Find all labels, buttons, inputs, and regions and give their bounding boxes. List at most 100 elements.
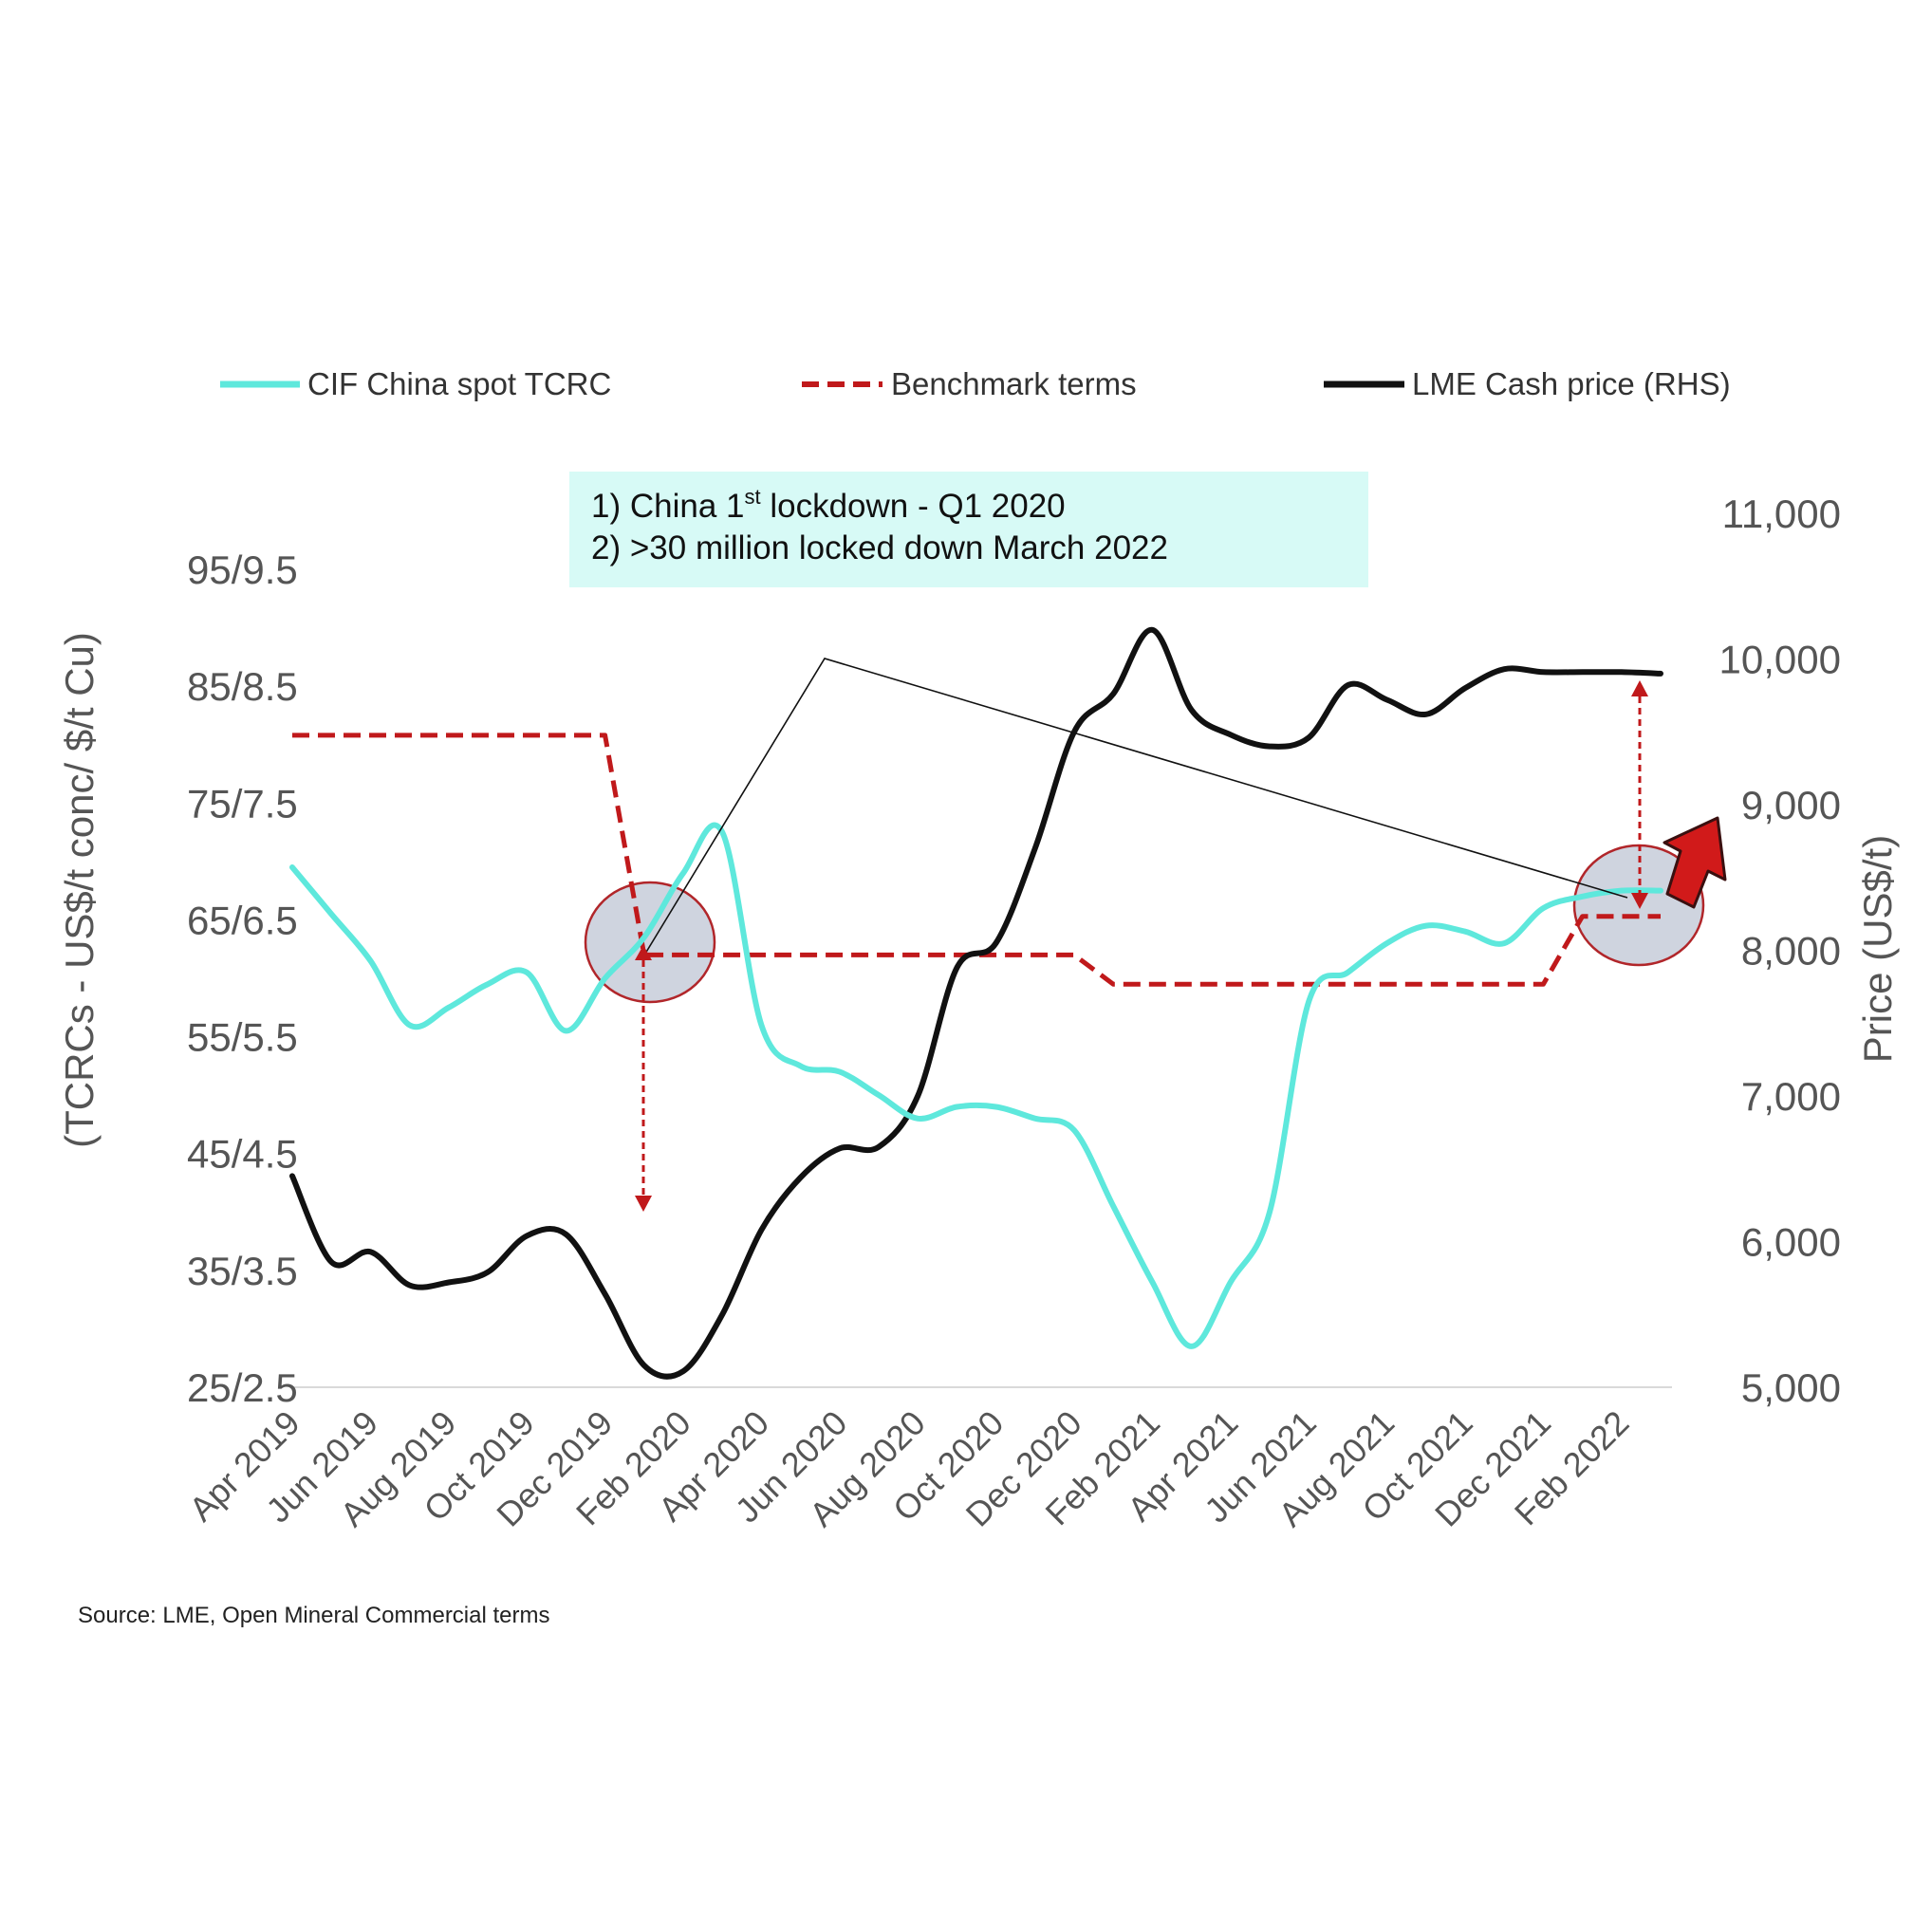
data-point-benchmark-terms: [525, 733, 529, 737]
data-point-cif-china-spot-tcrc: [642, 936, 646, 939]
data-point-lme-cash-price-rhs: [408, 1284, 412, 1288]
data-point-cif-china-spot-tcrc: [290, 865, 294, 869]
data-point-lme-cash-price-rhs: [681, 1369, 685, 1373]
legend-label-tcrc: CIF China spot TCRC: [307, 366, 611, 401]
data-point-cif-china-spot-tcrc: [1463, 930, 1467, 934]
series-line-cif-china-spot-tcrc: [289, 822, 1663, 1349]
annotation-line-1-start: 1) China 1: [591, 488, 744, 525]
data-point-benchmark-terms: [1463, 982, 1467, 986]
data-point-benchmark-terms: [564, 733, 567, 737]
gap-arrow-2022-head-up: [1631, 680, 1648, 696]
data-point-benchmark-terms: [1385, 982, 1389, 986]
data-point-cif-china-spot-tcrc: [955, 1105, 958, 1109]
data-point-benchmark-terms: [994, 953, 998, 956]
data-point-cif-china-spot-tcrc: [604, 976, 607, 980]
right-tick-label: 9,000: [1741, 783, 1841, 827]
data-point-lme-cash-price-rhs: [447, 1281, 451, 1285]
gap-arrow-2020-head-up: [635, 945, 652, 960]
data-point-cif-china-spot-tcrc: [1190, 1345, 1194, 1348]
legend-label-benchmark: Benchmark terms: [891, 366, 1137, 401]
data-point-lme-cash-price-rhs: [1541, 670, 1545, 674]
right-tick-label: 11,000: [1722, 492, 1841, 536]
data-point-lme-cash-price-rhs: [1190, 708, 1194, 712]
data-point-cif-china-spot-tcrc: [1268, 1210, 1272, 1214]
data-point-benchmark-terms: [1190, 982, 1194, 986]
annotation-background: [569, 472, 1368, 587]
data-point-lme-cash-price-rhs: [564, 1233, 567, 1236]
data-point-benchmark-terms: [1659, 915, 1663, 919]
data-point-benchmark-terms: [681, 953, 685, 956]
series-line-benchmark-terms: [292, 733, 1661, 987]
data-point-lme-cash-price-rhs: [604, 1292, 607, 1296]
left-tick-label: 55/5.5: [187, 1015, 298, 1060]
data-point-cif-china-spot-tcrc: [1229, 1280, 1233, 1284]
data-point-benchmark-terms: [1581, 915, 1585, 919]
data-point-lme-cash-price-rhs: [799, 1176, 803, 1179]
data-point-benchmark-terms: [408, 733, 412, 737]
left-tick-label: 85/8.5: [187, 664, 298, 709]
data-point-cif-china-spot-tcrc: [1502, 941, 1506, 945]
data-point-lme-cash-price-rhs: [1150, 628, 1154, 632]
data-point-cif-china-spot-tcrc: [525, 971, 529, 974]
data-point-benchmark-terms: [720, 953, 724, 956]
data-point-benchmark-terms: [1229, 982, 1233, 986]
data-point-cif-china-spot-tcrc: [368, 959, 372, 963]
data-point-lme-cash-price-rhs: [838, 1146, 842, 1150]
annotation-line-1: 1) China 1st lockdown - Q1 2020: [591, 485, 1066, 525]
data-point-cif-china-spot-tcrc: [1424, 924, 1428, 928]
data-point-benchmark-terms: [1150, 982, 1154, 986]
data-point-benchmark-terms: [1072, 953, 1076, 956]
legend: CIF China spot TCRC Benchmark terms LME …: [220, 366, 1731, 401]
data-point-lme-cash-price-rhs: [1385, 698, 1389, 702]
data-point-lme-cash-price-rhs: [720, 1312, 724, 1316]
data-point-cif-china-spot-tcrc: [329, 912, 333, 916]
data-point-cif-china-spot-tcrc: [681, 871, 685, 875]
left-tick-label: 35/3.5: [187, 1249, 298, 1293]
annotation-connector-line: [644, 658, 1628, 955]
data-point-cif-china-spot-tcrc: [994, 1105, 998, 1109]
data-point-benchmark-terms: [916, 953, 920, 956]
legend-label-lme: LME Cash price (RHS): [1412, 366, 1731, 401]
left-axis-ticks: 25/2.5 35/3.5 45/4.5 55/5.5 65/6.5 75/7.5 85/8…: [187, 547, 298, 1410]
data-point-lme-cash-price-rhs: [759, 1228, 763, 1232]
data-point-cif-china-spot-tcrc: [408, 1023, 412, 1027]
data-point-benchmark-terms: [486, 733, 490, 737]
right-tick-label: 10,000: [1719, 638, 1841, 682]
data-point-benchmark-terms: [329, 733, 333, 737]
data-point-lme-cash-price-rhs: [642, 1364, 646, 1367]
data-point-benchmark-terms: [1268, 982, 1272, 986]
data-point-benchmark-terms: [1033, 953, 1037, 956]
data-point-lme-cash-price-rhs: [916, 1094, 920, 1098]
series-line-lme-cash-price-rhs: [289, 626, 1663, 1380]
data-point-lme-cash-price-rhs: [994, 941, 998, 945]
gap-arrow-2022-head-down: [1631, 893, 1648, 909]
gap-arrow-2022: [1631, 680, 1648, 909]
data-point-lme-cash-price-rhs: [1268, 745, 1272, 749]
left-tick-label: 45/4.5: [187, 1132, 298, 1177]
data-point-lme-cash-price-rhs: [955, 966, 958, 970]
data-point-benchmark-terms: [877, 953, 881, 956]
data-point-lme-cash-price-rhs: [1659, 672, 1663, 676]
data-point-cif-china-spot-tcrc: [1072, 1128, 1076, 1132]
data-point-cif-china-spot-tcrc: [1541, 906, 1545, 910]
data-point-lme-cash-price-rhs: [1229, 733, 1233, 736]
data-point-lme-cash-price-rhs: [1424, 713, 1428, 716]
data-point-cif-china-spot-tcrc: [1659, 889, 1663, 893]
right-tick-label: 7,000: [1741, 1074, 1841, 1119]
data-point-lme-cash-price-rhs: [1346, 683, 1349, 687]
data-point-cif-china-spot-tcrc: [486, 982, 490, 986]
data-point-cif-china-spot-tcrc: [564, 1029, 567, 1032]
source-note: Source: LME, Open Mineral Commercial ter…: [78, 1603, 549, 1628]
annotation-line-1-end: lockdown - Q1 2020: [761, 488, 1066, 525]
data-point-cif-china-spot-tcrc: [1033, 1117, 1037, 1121]
left-axis-title: (TCRCs - US$/t conc/ $/t Cu): [57, 632, 102, 1148]
data-point-cif-china-spot-tcrc: [1150, 1280, 1154, 1284]
data-point-cif-china-spot-tcrc: [1581, 895, 1585, 899]
data-point-cif-china-spot-tcrc: [1307, 1000, 1310, 1004]
data-point-lme-cash-price-rhs: [329, 1260, 333, 1264]
data-point-benchmark-terms: [1346, 982, 1349, 986]
highlight-circle-q1-2020: [584, 881, 716, 1004]
data-point-lme-cash-price-rhs: [1463, 686, 1467, 690]
data-point-cif-china-spot-tcrc: [1346, 971, 1349, 974]
